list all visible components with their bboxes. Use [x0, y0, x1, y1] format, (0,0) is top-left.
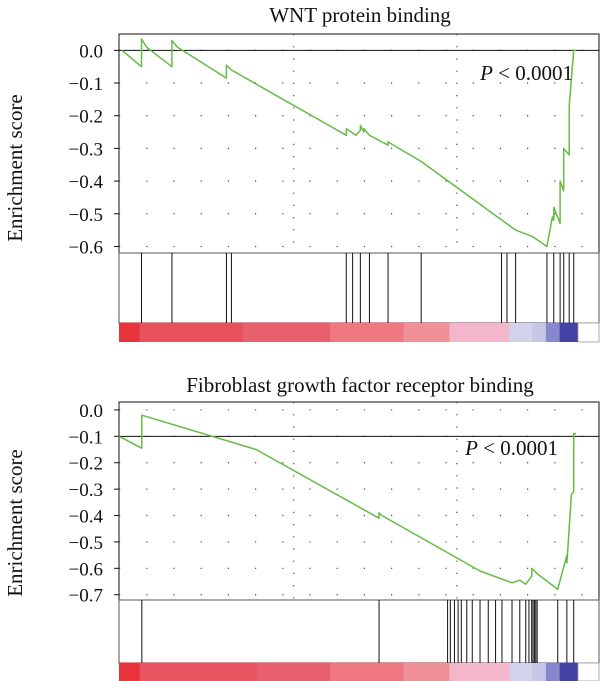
- color-bar-segment: [545, 323, 561, 342]
- color-bar-segment: [256, 663, 331, 681]
- hit-markers: [141, 253, 575, 323]
- ranking-color-bar: [119, 662, 600, 681]
- y-tick-label: −0.1: [69, 427, 103, 448]
- y-axis-label: Enrichment score: [3, 449, 27, 597]
- y-tick-label: −0.3: [69, 480, 103, 501]
- color-bar-segment: [449, 663, 510, 681]
- color-bar-segment: [545, 663, 561, 681]
- color-bar-blank: [577, 662, 600, 681]
- color-bar-segment: [403, 663, 450, 681]
- y-tick-label: 0.0: [79, 41, 103, 62]
- y-tick-label: −0.2: [69, 454, 103, 475]
- color-bar-segment: [532, 663, 547, 681]
- enrichment-score-line: [121, 38, 576, 248]
- y-axis-ticks: 0.0 −0.1 −0.2 −0.3 −0.4 −0.5 −0.6: [69, 41, 119, 258]
- y-tick-label: −0.7: [69, 586, 103, 607]
- y-tick-label: −0.6: [69, 237, 103, 258]
- panel-fgf-receptor-binding: Fibroblast growth factor receptor bindin…: [3, 373, 600, 681]
- color-bar-segment: [559, 663, 579, 681]
- p-value-annotation: P < 0.0001: [464, 436, 558, 460]
- grid: [119, 402, 599, 600]
- color-bar-segment: [559, 323, 579, 342]
- p-value-annotation: P < 0.0001: [479, 61, 573, 85]
- chart-title: WNT protein binding: [269, 3, 451, 27]
- color-bar-segment: [119, 323, 141, 342]
- color-bar-blank: [577, 322, 600, 343]
- hit-strip-frame: [118, 252, 600, 324]
- y-tick-label: −0.5: [69, 533, 103, 554]
- hit-strip-frame: [118, 599, 600, 664]
- color-bar-segment: [509, 323, 533, 342]
- color-bar-segment: [449, 323, 510, 342]
- series-group: [121, 38, 576, 248]
- color-bar-segment: [139, 323, 148, 342]
- y-tick-label: −0.5: [69, 205, 103, 226]
- color-bar-segment: [532, 323, 547, 342]
- y-tick-label: −0.4: [69, 172, 104, 193]
- enrichment-score-line: [118, 414, 576, 591]
- y-tick-label: −0.2: [69, 107, 103, 128]
- color-bar-segment: [119, 663, 141, 681]
- panel-wnt-protein-binding: WNT protein binding Enrichment score 0.0…: [3, 3, 600, 343]
- y-tick-label: −0.6: [69, 559, 103, 580]
- color-bar-segment: [330, 323, 405, 342]
- color-bar-segment: [146, 323, 244, 342]
- hit-markers: [141, 600, 575, 663]
- color-bar-segment: [403, 323, 450, 342]
- y-tick-label: −0.1: [69, 74, 103, 95]
- ranking-color-bar: [119, 322, 600, 343]
- series-group: [118, 414, 576, 591]
- color-bar-segment: [330, 663, 405, 681]
- y-tick-label: −0.4: [69, 507, 104, 528]
- y-tick-label: −0.3: [69, 139, 103, 160]
- color-bar-segment: [242, 323, 331, 342]
- color-bar-segment: [139, 663, 258, 681]
- y-axis-label: Enrichment score: [3, 94, 27, 242]
- y-tick-label: 0.0: [79, 401, 103, 422]
- y-axis-ticks: 0.0 −0.1 −0.2 −0.3 −0.4 −0.5 −0.6 −0.7: [69, 401, 119, 607]
- chart-title: Fibroblast growth factor receptor bindin…: [186, 373, 534, 397]
- color-bar-segment: [509, 663, 533, 681]
- plot-frame: [118, 401, 600, 601]
